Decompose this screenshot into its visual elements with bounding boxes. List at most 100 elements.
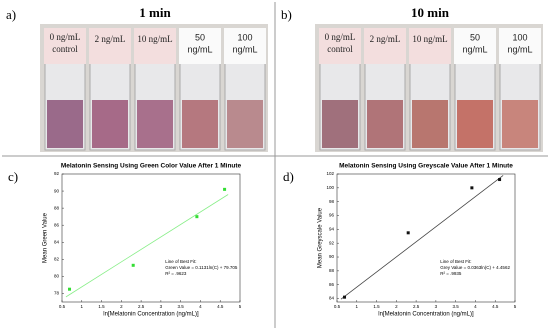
x-tick-label: 1.5 — [373, 304, 380, 309]
x-tick-label: 2 — [395, 304, 398, 309]
label-paper — [499, 28, 541, 64]
x-tick-label: 3.5 — [178, 304, 185, 309]
data-point — [498, 178, 502, 182]
y-tick-label: 84 — [54, 239, 60, 244]
data-point — [406, 231, 410, 235]
x-tick-label: 2.5 — [138, 304, 145, 309]
x-tick-label: 1 — [356, 304, 359, 309]
x-tick-label: 4.5 — [492, 304, 499, 309]
label-paper — [409, 28, 451, 64]
cuvette-label: 0 ng/mL — [325, 32, 356, 42]
y-tick-label: 92 — [329, 240, 335, 245]
y-tick-label: 88 — [54, 205, 60, 210]
x-tick-label: 5 — [239, 304, 242, 309]
y-tick-label: 100 — [326, 185, 334, 190]
panel-title: 10 min — [411, 5, 450, 20]
x-tick-label: 0.5 — [334, 304, 341, 309]
panel-letter: d) — [283, 169, 294, 184]
x-axis-label: ln[Melatonin Concentration (ng/mL)] — [103, 312, 199, 318]
y-axis-label: Mean Green Value — [43, 212, 49, 263]
y-tick-label: 78 — [54, 291, 60, 296]
plot-area — [336, 173, 516, 303]
panel-letter: a) — [6, 7, 16, 22]
fit-annotation: R² = .9935 — [440, 271, 462, 276]
y-tick-label: 90 — [54, 188, 60, 193]
y-tick-label: 92 — [54, 171, 60, 176]
fit-line — [340, 175, 504, 300]
cuvette-label: control — [327, 44, 353, 54]
cuvette-label: 100 — [512, 32, 527, 42]
cuvette-label: 50 — [470, 32, 480, 42]
liquid — [367, 100, 403, 148]
y-tick-label: 88 — [329, 268, 335, 273]
panel-letter: c) — [8, 169, 18, 184]
label-paper — [454, 28, 496, 64]
label-paper — [364, 28, 406, 64]
panel-title: 1 min — [139, 5, 171, 20]
y-tick-label: 82 — [54, 257, 60, 262]
liquid — [182, 100, 218, 148]
y-tick-label: 86 — [329, 282, 335, 287]
x-axis-label: ln[Melatonin Concentration (ng/mL)] — [378, 312, 474, 318]
cuvette-label: ng/mL — [507, 44, 532, 54]
y-tick-label: 84 — [329, 296, 335, 301]
label-paper — [44, 28, 86, 64]
liquid — [412, 100, 448, 148]
data-point — [470, 186, 474, 190]
x-tick-label: 4 — [199, 304, 202, 309]
cuvette-label: 100 — [237, 32, 252, 42]
y-axis-label: Mean Greyscale Value — [318, 207, 324, 268]
liquid — [457, 100, 493, 148]
y-tick-label: 80 — [54, 274, 60, 279]
x-tick-label: 4 — [474, 304, 477, 309]
fit-annotation: Line of Best Fit: — [440, 259, 471, 264]
cuvette-label: control — [52, 44, 78, 54]
y-tick-label: 86 — [54, 222, 60, 227]
y-tick-label: 96 — [329, 213, 335, 218]
data-point — [68, 287, 72, 291]
fit-line — [65, 194, 229, 298]
y-tick-label: 98 — [329, 199, 335, 204]
data-point — [131, 263, 135, 267]
chart-title: Melatonin Sensing Using Greyscale Value … — [339, 163, 513, 170]
cuvette-label: ng/mL — [462, 44, 487, 54]
x-tick-label: 1 — [81, 304, 84, 309]
cuvette-label: 2 ng/mL — [370, 34, 401, 44]
x-tick-label: 5 — [514, 304, 517, 309]
chart-title: Melatonin Sensing Using Green Color Valu… — [61, 163, 242, 170]
liquid — [47, 100, 83, 148]
fit-annotation: Green Value = 0.1131ln(C) + 79.705 — [165, 265, 238, 270]
x-tick-label: 3 — [160, 304, 163, 309]
cuvette-label: 2 ng/mL — [95, 34, 126, 44]
panel-letter: b) — [281, 7, 292, 22]
fit-annotation: Grey Value = 0.0363ln(C) + 4.4562 — [440, 265, 510, 270]
y-tick-label: 102 — [326, 171, 334, 176]
liquid — [322, 100, 358, 148]
cuvette-label: 10 ng/mL — [137, 34, 172, 44]
label-paper — [319, 28, 361, 64]
data-point — [223, 187, 227, 191]
label-paper — [224, 28, 266, 64]
x-tick-label: 3 — [435, 304, 438, 309]
liquid — [137, 100, 173, 148]
liquid — [92, 100, 128, 148]
liquid — [502, 100, 538, 148]
label-paper — [134, 28, 176, 64]
x-tick-label: 2 — [120, 304, 123, 309]
cuvette-label: ng/mL — [187, 44, 212, 54]
label-paper — [89, 28, 131, 64]
x-tick-label: 0.5 — [59, 304, 66, 309]
cuvette-label: ng/mL — [232, 44, 257, 54]
liquid — [227, 100, 263, 148]
fit-annotation: R² = .9623 — [165, 271, 187, 276]
cuvette-label: 10 ng/mL — [412, 34, 447, 44]
x-tick-label: 4.5 — [217, 304, 224, 309]
x-tick-label: 1.5 — [98, 304, 105, 309]
y-tick-label: 90 — [329, 254, 335, 259]
cuvette-label: 50 — [195, 32, 205, 42]
y-tick-label: 94 — [329, 227, 335, 232]
x-tick-label: 2.5 — [413, 304, 420, 309]
fit-annotation: Line of Best Fit: — [165, 259, 196, 264]
